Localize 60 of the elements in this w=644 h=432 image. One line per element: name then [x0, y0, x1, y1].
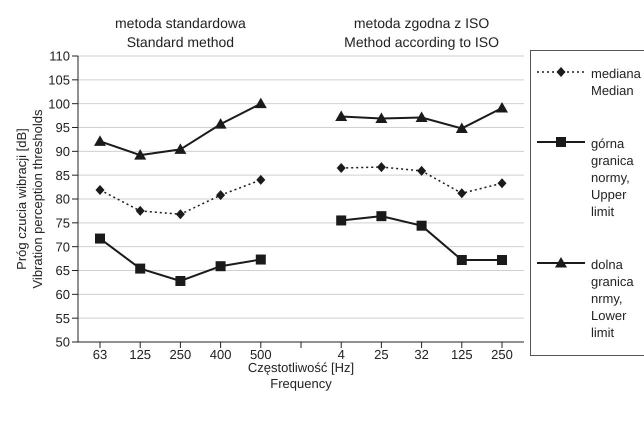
point	[136, 206, 145, 216]
x-tick-label: 400	[210, 347, 232, 362]
y-tick-label: 80	[56, 192, 70, 207]
legend-label: górna granica normy, Upper limit	[591, 135, 634, 220]
legend-label: mediana Median	[591, 65, 641, 99]
y-tick-label: 50	[56, 334, 70, 350]
y-tick-label: 55	[56, 310, 70, 326]
x-tick-label: 63	[92, 347, 108, 362]
y-tick-label: 70	[56, 239, 70, 254]
point	[254, 98, 267, 108]
y-axis-title: Próg czucia wibracji [dB] Vibration perception thresholds	[14, 109, 45, 288]
point	[174, 143, 186, 154]
point	[456, 255, 467, 266]
point	[336, 163, 346, 174]
y-tick-label: 100	[48, 96, 70, 112]
point	[416, 220, 427, 231]
x-tick-label: 32	[414, 347, 429, 362]
point	[416, 111, 428, 122]
point	[498, 178, 506, 188]
point	[175, 276, 186, 286]
y-tick-label: 75	[56, 215, 70, 230]
y-tick-label: 95	[56, 120, 70, 136]
x-tick-label: 500	[250, 347, 272, 362]
point	[96, 184, 104, 195]
point	[375, 112, 388, 123]
point	[335, 110, 348, 122]
x-tick-label: 4	[338, 347, 345, 362]
point	[214, 118, 227, 129]
y-tick-label: 85	[56, 168, 70, 183]
x-tick-label: 250	[491, 347, 513, 362]
point	[497, 255, 507, 266]
point	[457, 188, 466, 198]
text: metoda standardowa Standard method	[114, 14, 247, 52]
y-tick-label: 110	[49, 48, 70, 64]
point	[134, 149, 146, 160]
point	[135, 264, 146, 274]
point	[95, 234, 105, 244]
y-tick-label: 65	[56, 263, 70, 278]
point	[256, 254, 266, 265]
y-tick-label: 90	[56, 144, 70, 159]
point	[376, 162, 386, 172]
x-tick-label: 125	[129, 347, 152, 362]
x-tick-label: 250	[170, 347, 192, 362]
legend-label: dolna granica nrmy, Lower limit	[591, 256, 634, 341]
point	[256, 174, 266, 185]
x-axis-title: Częstotliwość [Hz] Frequency	[248, 360, 354, 391]
x-tick-label: 25	[374, 347, 389, 362]
point	[94, 135, 106, 146]
point	[496, 102, 508, 112]
point	[336, 215, 346, 226]
point	[216, 190, 226, 200]
text: metoda zgodna z ISO Method according to ISO	[343, 14, 500, 52]
point	[456, 122, 468, 133]
point	[417, 166, 426, 176]
point	[176, 209, 185, 220]
point	[376, 211, 386, 222]
x-tick-label: 125	[450, 347, 473, 362]
y-tick-label: 105	[48, 72, 70, 88]
point	[216, 261, 226, 272]
y-tick-label: 60	[56, 286, 70, 302]
